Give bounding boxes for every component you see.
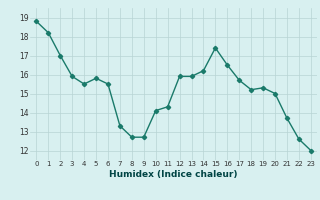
X-axis label: Humidex (Indice chaleur): Humidex (Indice chaleur) <box>109 170 238 179</box>
